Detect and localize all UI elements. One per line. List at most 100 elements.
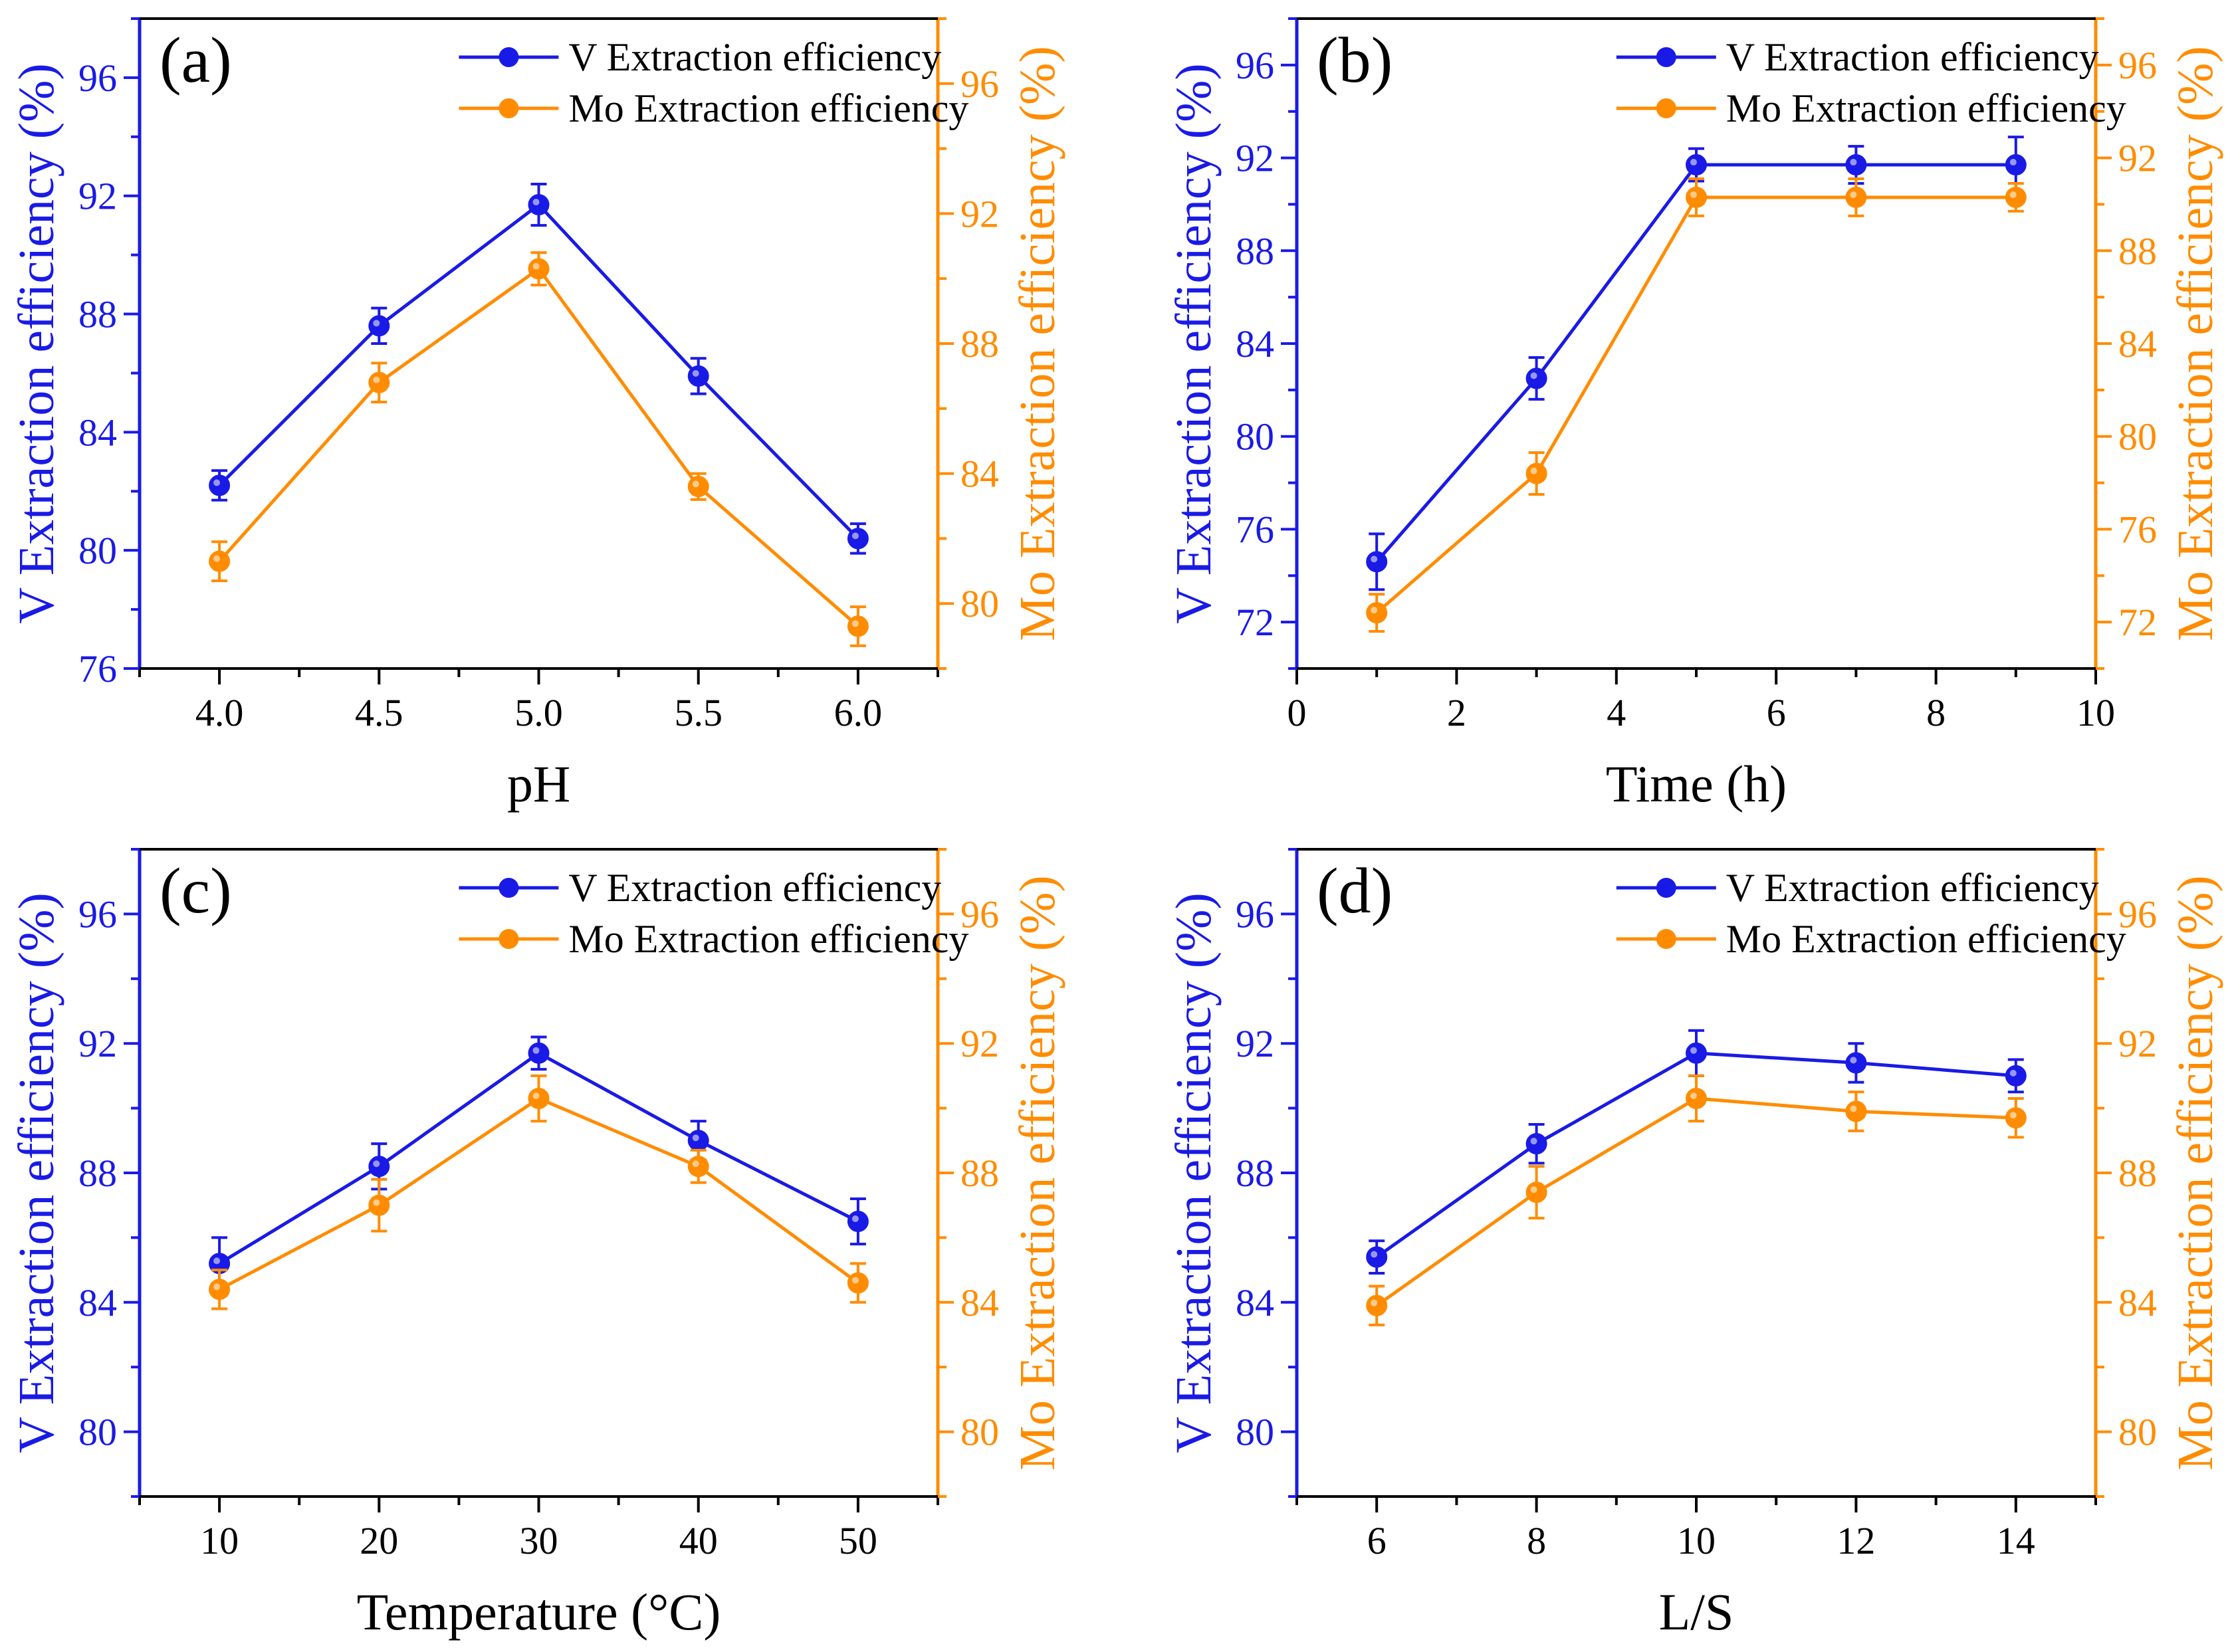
- panel-3-v-series-point: [368, 1156, 390, 1178]
- panel-4-mo-series-point-highlight: [1850, 1105, 1857, 1112]
- panel-1-v-series-point: [368, 315, 390, 337]
- panel-3-ytick-left-label: 84: [78, 1281, 117, 1324]
- panel-1-ytick-left-label: 96: [78, 56, 117, 100]
- panel-3-v-series-point-highlight: [532, 1047, 540, 1054]
- panel-4-mo-series-point: [1366, 1294, 1388, 1316]
- panel-1-v-series-point-highlight: [532, 199, 540, 206]
- panel-4-ytick-right-label: 80: [2118, 1411, 2157, 1454]
- panel-4-panel-label: (d): [1317, 855, 1393, 927]
- panel-2-ylabel-right: Mo Extraction efficiency (%): [2168, 46, 2223, 641]
- panel-4-xtick-label: 6: [1367, 1519, 1387, 1562]
- panel-3-legend-label: Mo Extraction efficiency: [568, 917, 968, 961]
- panel-1-mo-series-point-highlight: [532, 262, 540, 270]
- panel-1-xtick-label: 5.0: [514, 691, 563, 734]
- panel-2: 0 2 4 6 8 10 72 76 80 84 88 92 96 72 76 80 84 88 92 96 Time …: [1166, 17, 2223, 813]
- panel-4-ytick-left-label: 84: [1236, 1281, 1274, 1324]
- panel-3-ytick-left-label: 96: [78, 892, 117, 936]
- panel-2-v-series-point-highlight: [2009, 159, 2017, 166]
- panel-4-v-series-point: [2005, 1065, 2027, 1086]
- panel-4-ytick-left-label: 92: [1236, 1022, 1274, 1065]
- panel-4-legend-label: Mo Extraction efficiency: [1726, 917, 2126, 961]
- panel-3-ytick-left-label: 80: [78, 1411, 117, 1454]
- panel-4-mo-series-point-highlight: [1690, 1092, 1697, 1099]
- panel-2-legend-marker: [1656, 47, 1676, 67]
- panel-2-mo-series-point: [1845, 186, 1867, 208]
- panel-4-v-series-point-highlight: [1371, 1251, 1378, 1258]
- panel-1-ytick-left-label: 84: [78, 411, 117, 454]
- panel-2-v-series-point-highlight: [1530, 372, 1537, 379]
- panel-4-legend-marker: [1656, 929, 1676, 949]
- panel-2-mo-series-point-highlight: [1530, 467, 1537, 474]
- panel-4-xtick-label: 10: [1677, 1519, 1716, 1562]
- panel-3-mo-series-point: [847, 1272, 869, 1294]
- panel-2-mo-series-point: [1525, 463, 1547, 484]
- panel-1-ytick-right-label: 96: [960, 62, 999, 106]
- panel-2-ytick-right-label: 96: [2118, 44, 2157, 87]
- panel-3-ylabel-left: V Extraction efficiency (%): [9, 892, 64, 1453]
- panel-4: 6 8 10 12 14 80 84 88 92 96 80 84 88 92 96 L/S V Extract…: [1166, 848, 2223, 1641]
- panel-3-v-series-point: [847, 1211, 869, 1233]
- panel-1-v-series-point-highlight: [851, 532, 859, 540]
- panel-3-v-series-point: [687, 1130, 709, 1152]
- panel-4-ytick-right-label: 88: [2118, 1152, 2157, 1195]
- panel-3-v-series-point-highlight: [373, 1160, 380, 1168]
- panel-1-v-series-point: [528, 194, 550, 216]
- panel-1-mo-series-point-highlight: [213, 555, 221, 562]
- panel-1-ytick-left-label: 80: [78, 529, 117, 572]
- panel-4-v-series-point: [1686, 1042, 1707, 1064]
- panel-2-v-series-point: [1845, 154, 1867, 176]
- panel-1-ytick-left-label: 92: [78, 175, 117, 218]
- panel-2-ytick-left-label: 72: [1236, 601, 1274, 644]
- panel-4-mo-series-point: [1525, 1182, 1547, 1203]
- panel-3-ytick-right-label: 96: [960, 892, 999, 936]
- panel-4-ytick-right-label: 96: [2118, 892, 2157, 936]
- panel-2-xtick-label: 6: [1767, 691, 1786, 734]
- panel-1-mo-series-point: [209, 550, 231, 572]
- panel-4-xtick-label: 14: [1997, 1519, 2035, 1562]
- panel-2-mo-series-point-highlight: [1850, 191, 1857, 198]
- panel-3-xtick-label: 30: [520, 1519, 558, 1562]
- panel-1-mo-series-point: [368, 371, 390, 393]
- panel-2-xtick-label: 10: [2076, 691, 2115, 734]
- panel-3-mo-series-point-highlight: [532, 1092, 540, 1099]
- panel-1-ytick-left-label: 76: [78, 647, 117, 690]
- panel-2-v-series-point-highlight: [1371, 556, 1378, 563]
- panel-2-v-series-point: [1525, 367, 1547, 389]
- panel-4-xlabel: L/S: [1659, 1583, 1734, 1641]
- panel-2-mo-series-point: [1366, 602, 1388, 624]
- panel-2-mo-series-point-highlight: [1371, 607, 1378, 614]
- panel-4-mo-series-point-highlight: [1371, 1299, 1378, 1306]
- panel-3-mo-series-point: [209, 1279, 231, 1300]
- panel-4-v-series-point-highlight: [2009, 1069, 2017, 1077]
- panel-3-xtick-label: 20: [360, 1519, 398, 1562]
- panel-2-ylabel-left: V Extraction efficiency (%): [1166, 63, 1222, 623]
- panel-3-legend-marker: [499, 929, 519, 949]
- panel-1-v-series-point-highlight: [373, 320, 380, 327]
- panel-3-xtick-label: 40: [679, 1519, 718, 1562]
- panel-1-xtick-label: 4.0: [195, 691, 244, 734]
- panel-2-ytick-right-label: 76: [2118, 508, 2157, 551]
- panel-1-xlabel: pH: [507, 755, 570, 813]
- panel-1-ytick-right-label: 84: [960, 453, 999, 496]
- panel-4-v-series-point-highlight: [1530, 1138, 1537, 1145]
- panel-4-ytick-left-label: 80: [1236, 1411, 1274, 1454]
- panel-2-ytick-left-label: 96: [1236, 44, 1274, 87]
- panel-2-ytick-right-label: 84: [2118, 322, 2157, 365]
- panel-3-mo-series-point: [528, 1087, 550, 1109]
- panel-1-xtick-label: 4.5: [355, 691, 403, 734]
- panel-3-legend-label: V Extraction efficiency: [568, 866, 941, 910]
- panel-1-ytick-right-label: 88: [960, 322, 999, 365]
- panel-3-legend-marker: [499, 878, 519, 898]
- panel-2-v-series-point: [1366, 551, 1388, 573]
- panel-3-ytick-left-label: 92: [78, 1022, 117, 1065]
- panel-1-v-series-point: [847, 528, 869, 550]
- panel-4-mo-series-point: [1686, 1087, 1707, 1109]
- panel-3-mo-series-point-highlight: [373, 1199, 380, 1206]
- panel-3-ytick-right-label: 88: [960, 1152, 999, 1195]
- panel-1-ylabel-left: V Extraction efficiency (%): [9, 63, 64, 623]
- panel-3-ytick-right-label: 80: [960, 1411, 999, 1454]
- panel-2-ytick-left-label: 92: [1236, 137, 1274, 180]
- panel-3-v-series-point: [528, 1042, 550, 1064]
- panel-3-mo-series-point: [368, 1194, 390, 1216]
- panel-1-ytick-left-label: 88: [78, 293, 117, 336]
